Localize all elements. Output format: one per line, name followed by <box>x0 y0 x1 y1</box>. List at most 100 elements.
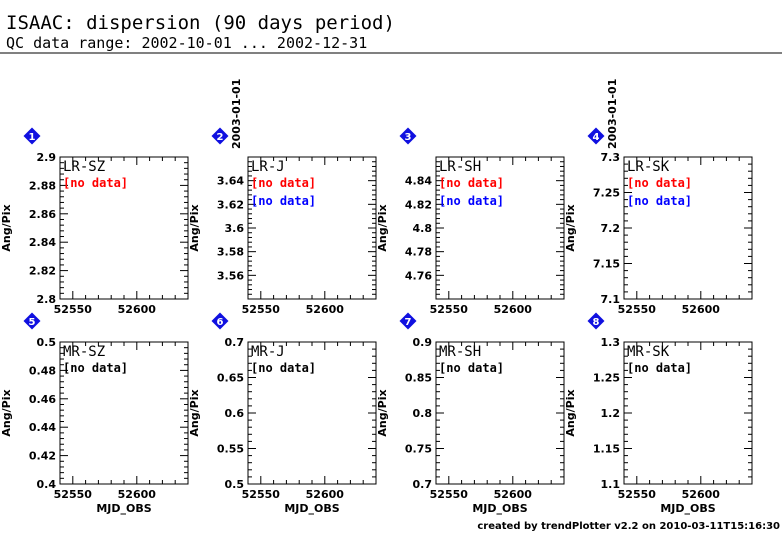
y-tick-label: 4.82 <box>405 198 432 211</box>
no-data-note: [no data] <box>627 194 692 208</box>
panel-badge-number: 7 <box>405 317 412 328</box>
no-data-note: [no data] <box>63 176 128 190</box>
y-tick-label: 0.5 <box>225 478 245 491</box>
y-tick-label: 0.6 <box>225 407 245 420</box>
y-tick-label: 0.42 <box>29 450 56 463</box>
chart-panel-6: 52550 52600 0.5 0.55 0.6 0.65 0.7 Ang/Pix MJD_OB… <box>188 312 377 515</box>
panel-badge-diamond <box>211 312 229 330</box>
no-data-note: [no data] <box>627 176 692 190</box>
y-tick-label: 0.7 <box>413 478 433 491</box>
x-axis-label: MJD_OBS <box>472 502 527 515</box>
panel-title: MR-SK <box>627 344 670 360</box>
no-data-note: [no data] <box>439 176 504 190</box>
y-tick-label: 0.7 <box>225 336 245 349</box>
y-tick-label: 7.25 <box>593 187 620 200</box>
chart-panel-7: 52550 52600 0.7 0.75 0.8 0.85 0.9 Ang/Pix MJD_OB… <box>376 312 565 515</box>
x-tick-label: 52550 <box>618 488 657 501</box>
x-tick-label: 52550 <box>430 303 469 316</box>
x-tick-label: 52550 <box>54 488 93 501</box>
x-tick-label: 52600 <box>682 488 721 501</box>
y-axis-label: Ang/Pix <box>376 389 389 436</box>
x-tick-label: 52600 <box>494 488 533 501</box>
panel-title: LR-SZ <box>63 159 105 175</box>
x-tick-label: 52600 <box>118 303 157 316</box>
y-tick-label: 1.2 <box>601 407 621 420</box>
x-tick-label: 52550 <box>430 488 469 501</box>
panel-title: LR-SK <box>627 159 670 175</box>
panel-badge-number: 1 <box>29 132 36 143</box>
plot-grid: 52550 52600 2.8 2.82 2.84 2.86 2.88 2.9 Ang/Pix L… <box>0 79 753 515</box>
no-data-note: [no data] <box>627 361 692 375</box>
y-tick-label: 1.15 <box>593 443 620 456</box>
date-marker-label: 2003-01-01 <box>606 79 619 149</box>
date-marker-label: 2003-01-01 <box>230 79 243 149</box>
panel-title: MR-SZ <box>63 344 105 360</box>
y-tick-label: 2.8 <box>37 293 57 306</box>
y-tick-label: 1.25 <box>593 372 620 385</box>
y-tick-label: 2.9 <box>37 151 57 164</box>
y-tick-label: 0.4 <box>37 478 57 491</box>
y-tick-label: 3.64 <box>217 175 244 188</box>
panel-title: LR-J <box>251 159 285 175</box>
chart-panel-8: 52550 52600 1.1 1.15 1.2 1.25 1.3 Ang/Pix MJD_OB… <box>564 312 753 515</box>
panel-title: MR-SH <box>439 344 481 360</box>
y-tick-label: 3.62 <box>217 198 244 211</box>
no-data-note: [no data] <box>439 361 504 375</box>
panel-badge-diamond <box>587 127 605 145</box>
y-axis-label: Ang/Pix <box>188 389 201 436</box>
no-data-note: [no data] <box>439 194 504 208</box>
x-tick-label: 52600 <box>494 303 533 316</box>
x-axis-label: MJD_OBS <box>96 502 151 515</box>
y-tick-label: 4.78 <box>405 246 432 259</box>
x-axis-label: MJD_OBS <box>284 502 339 515</box>
y-tick-label: 1.3 <box>601 336 621 349</box>
footer-credit: created by trendPlotter v2.2 on 2010-03-… <box>477 521 780 532</box>
y-tick-label: 7.3 <box>601 151 621 164</box>
chart-panel-3: 52550 52600 4.76 4.78 4.8 4.82 4.84 Ang/Pix LR-S… <box>376 127 565 316</box>
panel-badge-number: 4 <box>593 132 600 143</box>
panel-badge-diamond <box>587 312 605 330</box>
y-tick-label: 2.86 <box>29 208 56 221</box>
chart-panel-2: 52550 52600 3.56 3.58 3.6 3.62 3.64 Ang/Pix LR-J… <box>188 79 377 316</box>
y-tick-label: 7.15 <box>593 258 620 271</box>
x-tick-label: 52550 <box>242 488 281 501</box>
panel-badge-number: 5 <box>29 317 36 328</box>
y-axis-label: Ang/Pix <box>188 204 201 251</box>
y-axis-label: Ang/Pix <box>0 204 13 251</box>
y-tick-label: 0.46 <box>29 393 56 406</box>
y-tick-label: 0.48 <box>29 364 56 377</box>
no-data-note: [no data] <box>251 194 316 208</box>
y-tick-label: 0.65 <box>217 372 244 385</box>
chart-panel-5: 52550 52600 0.4 0.42 0.44 0.46 0.48 0.5 Ang/Pix M… <box>0 312 189 515</box>
y-tick-label: 0.44 <box>29 421 56 434</box>
y-tick-label: 4.84 <box>405 175 432 188</box>
x-tick-label: 52550 <box>618 303 657 316</box>
panel-title: MR-J <box>251 344 285 360</box>
panel-badge-diamond <box>399 127 417 145</box>
no-data-note: [no data] <box>251 361 316 375</box>
report-title: ISAAC: dispersion (90 days period) <box>6 12 395 34</box>
y-tick-label: 0.55 <box>217 443 244 456</box>
y-axis-label: Ang/Pix <box>0 389 13 436</box>
x-tick-label: 52550 <box>242 303 281 316</box>
panel-badge-number: 8 <box>593 317 600 328</box>
x-axis-label: MJD_OBS <box>660 502 715 515</box>
x-tick-label: 52600 <box>118 488 157 501</box>
panel-badge-number: 3 <box>405 132 412 143</box>
panel-badge-number: 6 <box>217 317 224 328</box>
y-tick-label: 0.9 <box>413 336 433 349</box>
y-tick-label: 0.8 <box>413 407 433 420</box>
panel-badge-diamond <box>211 127 229 145</box>
panel-badge-number: 2 <box>217 132 224 143</box>
panel-badge-diamond <box>399 312 417 330</box>
y-tick-label: 3.6 <box>225 222 245 235</box>
y-axis-label: Ang/Pix <box>376 204 389 251</box>
x-tick-label: 52550 <box>54 303 93 316</box>
y-tick-label: 2.84 <box>29 236 56 249</box>
y-axis-label: Ang/Pix <box>564 204 577 251</box>
x-tick-label: 52600 <box>306 488 345 501</box>
y-tick-label: 0.85 <box>405 372 432 385</box>
y-tick-label: 2.88 <box>29 179 56 192</box>
y-tick-label: 7.2 <box>601 222 621 235</box>
